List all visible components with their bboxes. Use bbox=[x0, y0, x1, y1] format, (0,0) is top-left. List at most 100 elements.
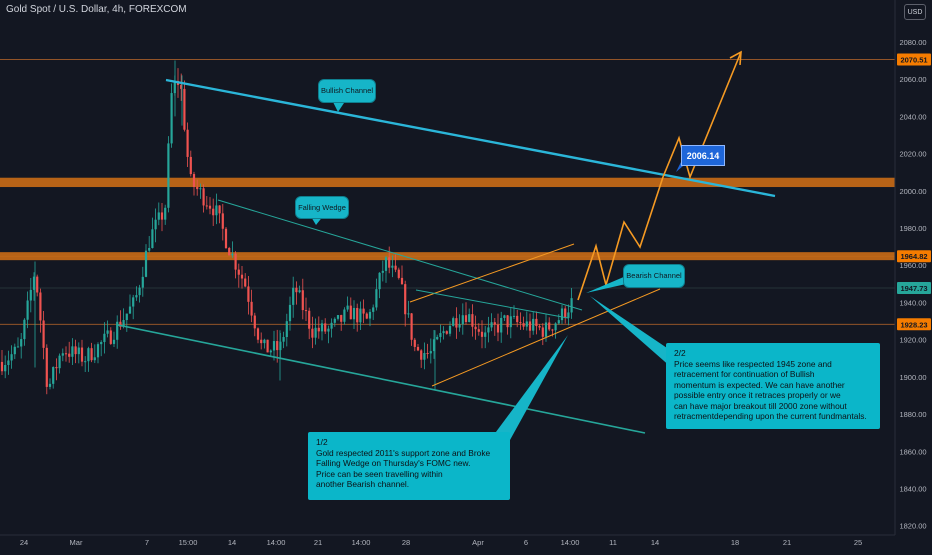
candle-body bbox=[112, 339, 116, 344]
callout-tail bbox=[586, 276, 626, 293]
candle-body bbox=[509, 316, 512, 328]
candle-body bbox=[298, 290, 301, 293]
candle-body bbox=[13, 346, 16, 355]
currency-button[interactable]: USD bbox=[904, 4, 926, 20]
candle-body bbox=[333, 318, 336, 323]
candle-body bbox=[189, 156, 192, 175]
candle-body bbox=[420, 350, 423, 360]
price-axis-tick: 1900.00 bbox=[899, 373, 926, 382]
candle-body bbox=[266, 339, 269, 353]
ascending-channel-lower-line bbox=[431, 288, 661, 387]
time-axis-tick: 24 bbox=[20, 538, 28, 547]
candle-body bbox=[416, 346, 420, 351]
candle-body bbox=[445, 331, 448, 334]
candle-body bbox=[324, 323, 327, 332]
candle-body bbox=[436, 336, 439, 340]
candle-body bbox=[288, 304, 292, 322]
candle-body bbox=[192, 174, 196, 187]
candle-body bbox=[538, 326, 541, 328]
candle-body bbox=[413, 339, 416, 347]
price-badge-label: 1928.23 bbox=[900, 320, 927, 329]
candle-body bbox=[144, 250, 148, 277]
callout-tail bbox=[332, 100, 346, 112]
candle-body bbox=[228, 247, 231, 256]
candle-body bbox=[237, 269, 240, 275]
falling-wedge-upper-line bbox=[217, 199, 583, 311]
candle-body bbox=[247, 286, 250, 302]
candle-body bbox=[368, 311, 372, 319]
candle-body bbox=[496, 324, 500, 333]
candle-body bbox=[180, 84, 183, 89]
candle-body bbox=[423, 353, 426, 360]
candle-body bbox=[464, 315, 468, 323]
time-axis-tick: 28 bbox=[402, 538, 410, 547]
candle-body bbox=[269, 350, 272, 353]
candle-body bbox=[410, 313, 413, 340]
candle-body bbox=[336, 315, 340, 319]
time-axis-tick: 25 bbox=[854, 538, 862, 547]
price-badge bbox=[897, 318, 931, 331]
candle-body bbox=[352, 307, 356, 320]
candle-body bbox=[221, 213, 224, 229]
candle-body bbox=[218, 205, 221, 214]
candle-body bbox=[103, 333, 106, 343]
bearish-channel-label: Bearish Channel bbox=[623, 264, 685, 288]
projection-arrowhead bbox=[729, 50, 742, 66]
candle-body bbox=[240, 274, 244, 279]
time-axis-tick: Mar bbox=[70, 538, 83, 547]
candle-body bbox=[196, 186, 199, 190]
candle-body bbox=[52, 367, 55, 384]
time-axis-tick: 21 bbox=[314, 538, 322, 547]
candle-body bbox=[528, 321, 532, 331]
candle-body bbox=[292, 287, 295, 305]
candle-body bbox=[263, 339, 266, 344]
price-axis-tick: 1940.00 bbox=[899, 298, 926, 307]
candle-body bbox=[154, 219, 157, 230]
symbol-title[interactable]: Gold Spot / U.S. Dollar, 4h, FOREXCOM bbox=[6, 4, 187, 15]
candle-body bbox=[468, 314, 471, 323]
callout-tail bbox=[590, 296, 672, 368]
candle-body bbox=[500, 317, 503, 333]
candle-body bbox=[23, 319, 26, 340]
falling-wedge-lower-line bbox=[415, 289, 569, 319]
candle-body bbox=[295, 287, 298, 293]
candle-body bbox=[493, 322, 496, 325]
time-axis-tick: 14:00 bbox=[267, 538, 286, 547]
candle-body bbox=[164, 207, 167, 220]
candle-body bbox=[74, 346, 77, 355]
candle-body bbox=[39, 292, 42, 321]
candle-body bbox=[429, 351, 432, 354]
support-resistance-zone bbox=[0, 252, 895, 261]
analysis-note-right: 2/2 Price seems like respected 1945 zone… bbox=[666, 343, 880, 429]
candle-body bbox=[135, 295, 138, 298]
candle-body bbox=[372, 307, 375, 312]
candle-body bbox=[106, 330, 109, 334]
candle-body bbox=[77, 347, 80, 355]
candle-body bbox=[205, 205, 208, 207]
candle-body bbox=[151, 229, 154, 248]
candle-body bbox=[212, 208, 215, 216]
candle-body bbox=[452, 318, 455, 326]
candle-body bbox=[36, 276, 39, 293]
candle-body bbox=[567, 312, 570, 318]
candle-body bbox=[61, 353, 64, 356]
time-axis-tick: 15:00 bbox=[179, 538, 198, 547]
candle-body bbox=[560, 308, 564, 321]
candle-body bbox=[442, 331, 445, 334]
time-axis-tick: 18 bbox=[731, 538, 739, 547]
candle-body bbox=[272, 341, 276, 351]
candle-body bbox=[432, 339, 436, 352]
price-badge bbox=[897, 53, 931, 66]
candle-body bbox=[554, 323, 557, 331]
candle-body bbox=[128, 306, 132, 314]
time-axis-tick: 7 bbox=[145, 538, 149, 547]
candle-body bbox=[525, 321, 528, 327]
candle-body bbox=[260, 339, 263, 344]
candle-body bbox=[32, 276, 36, 290]
candle-body bbox=[314, 327, 317, 338]
candle-body bbox=[551, 329, 554, 331]
candle-body bbox=[116, 321, 119, 340]
candle-body bbox=[480, 331, 484, 337]
candle-body bbox=[282, 337, 285, 342]
price-badge-label: 2070.51 bbox=[900, 56, 927, 65]
